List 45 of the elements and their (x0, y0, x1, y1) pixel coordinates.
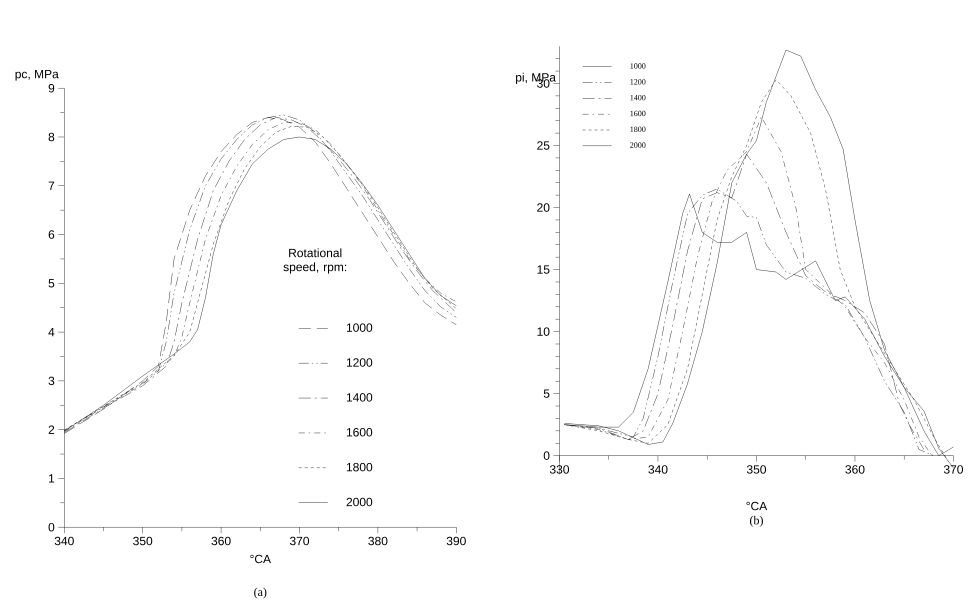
legend-label: 1400 (630, 95, 646, 100)
y-tick-label: 10 (538, 327, 550, 336)
legend-label: 1800 (630, 126, 646, 132)
x-tick-label: 370 (944, 465, 964, 474)
x-tick-label: 360 (212, 536, 231, 546)
text: (a) (254, 588, 266, 599)
legend-label: 1600 (346, 428, 372, 437)
y-tick-label: 5 (544, 390, 550, 398)
legend-label: 1200 (346, 358, 372, 367)
y-tick-label: 5 (48, 279, 54, 288)
legend-label: 1400 (346, 393, 372, 402)
x-tick-label: 330 (550, 465, 570, 474)
y-tick-label: 1 (48, 474, 54, 483)
y-tick-label: 0 (48, 523, 54, 532)
y-tick-label: 9 (48, 84, 54, 93)
y-tick-label: 15 (538, 265, 550, 274)
x-axis-title: °CA (250, 554, 272, 564)
y-axis-title: pc, MPa (16, 70, 59, 81)
y-tick-label: 0 (544, 451, 550, 460)
x-tick-label: 380 (368, 536, 388, 546)
y-tick-label: 3 (48, 376, 54, 386)
legend-label: 1200 (630, 79, 646, 85)
legend-label: 1600 (630, 110, 646, 116)
x-tick-label: 350 (746, 465, 766, 474)
x-tick-label: 370 (290, 536, 310, 546)
legend-label: 1000 (346, 323, 372, 332)
y-tick-label: 8 (48, 132, 54, 142)
y-tick-label: 25 (537, 141, 550, 150)
x-tick-label: 340 (648, 465, 668, 474)
x-tick-label: 340 (54, 536, 74, 546)
x-tick-label: 390 (446, 536, 466, 546)
legend-label: 1000 (630, 63, 646, 69)
y-tick-label: 2 (48, 426, 54, 434)
x-axis-title: °CA (746, 502, 768, 510)
x-tick-label: 360 (845, 465, 865, 474)
text: (b) (750, 516, 763, 527)
y-tick-label: 7 (48, 182, 54, 190)
x-tick-label: 350 (133, 536, 152, 546)
legend-title: Rotational speed, rpm: (283, 248, 346, 274)
y-tick-label: 4 (48, 328, 54, 336)
legend-label: 2000 (346, 498, 372, 506)
legend-label: 2000 (630, 142, 646, 148)
y-tick-label: 6 (48, 230, 54, 239)
legend-label: 1800 (346, 462, 372, 472)
y-tick-label: 20 (537, 203, 550, 212)
